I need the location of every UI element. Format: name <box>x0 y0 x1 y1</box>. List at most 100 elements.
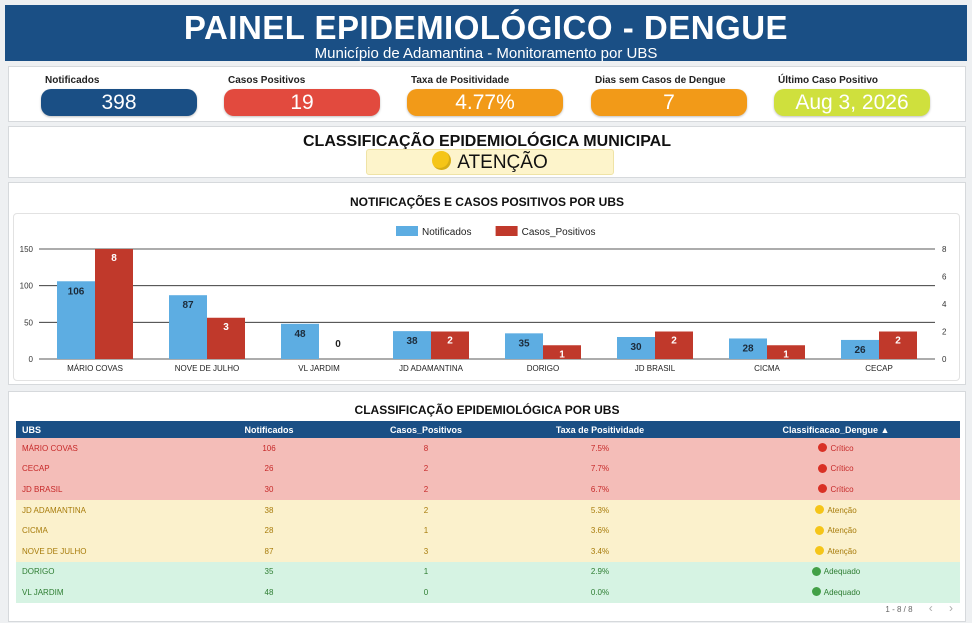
bar-notificados <box>169 295 207 359</box>
bar-casos-positivos <box>431 331 469 359</box>
table-cell: NOVE DE JULHO <box>16 540 174 562</box>
table-row[interactable]: VL JARDIM 48 0 0.0% Adequado <box>16 582 960 603</box>
next-page-icon[interactable]: › <box>949 601 953 615</box>
column-header[interactable]: Taxa de Positividade <box>488 421 712 438</box>
table-cell: 0 <box>364 582 488 603</box>
column-header[interactable]: Notificados <box>174 421 364 438</box>
bar-notificados <box>393 331 431 359</box>
municipal-status-badge: ATENÇÃO <box>366 149 614 175</box>
table-cell: CECAP <box>16 458 174 480</box>
status-label: Atenção <box>827 546 857 556</box>
status-dot-icon <box>818 463 828 473</box>
data-label: 106 <box>68 286 85 297</box>
table-cell: 1 <box>364 520 488 541</box>
table-pager: 1 - 8 / 8 ‹ › <box>885 601 953 615</box>
table-cell: Crítico <box>712 458 960 480</box>
x-tick-label: VL JARDIM <box>298 364 340 373</box>
x-tick-label: CECAP <box>865 364 893 373</box>
data-label: 1 <box>559 349 565 360</box>
kpi-card: Notificados 398 <box>41 75 197 116</box>
bar-notificados <box>841 339 879 359</box>
x-tick-label: DORIGO <box>527 364 559 373</box>
pager-count: 1 - 8 / 8 <box>885 605 913 614</box>
bar-notificados <box>617 337 655 359</box>
table-cell: 106 <box>174 438 364 459</box>
kpi-card: Último Caso Positivo Aug 3, 2026 <box>774 75 930 116</box>
table-cell: MÁRIO COVAS <box>16 438 174 459</box>
y-right-tick-label: 2 <box>942 328 947 337</box>
table-cell: Adequado <box>712 582 960 603</box>
bar-notificados <box>729 338 767 359</box>
legend-label: Notificados <box>422 227 471 238</box>
table-cell: 8 <box>364 438 488 459</box>
bar-casos-positivos <box>767 345 805 359</box>
status-label: Atenção <box>827 526 857 536</box>
table-cell: 2.9% <box>488 561 712 583</box>
municipal-classification-card: CLASSIFICAÇÃO EPIDEMIOLÓGICA MUNICIPAL A… <box>8 126 966 178</box>
table-header-row: UBS Notificados Casos_Positivos Taxa de Pos… <box>16 421 960 438</box>
table-cell: 35 <box>174 561 364 583</box>
x-tick-label: JD BRASIL <box>635 364 676 373</box>
table-row[interactable]: JD BRASIL 30 2 6.7% Crítico <box>16 479 960 500</box>
y-left-tick-label: 100 <box>20 282 34 291</box>
kpi-card: Casos Positivos 19 <box>224 75 380 116</box>
page-title: PAINEL EPIDEMIOLÓGICO - DENGUE <box>183 9 789 46</box>
column-header[interactable]: UBS <box>16 421 174 438</box>
data-label: 2 <box>671 336 677 347</box>
table-cell: Crítico <box>712 438 960 459</box>
table-cell: Atenção <box>712 499 960 521</box>
status-label: Crítico <box>830 443 854 453</box>
bar-notificados <box>505 333 543 359</box>
data-label: 2 <box>447 336 453 347</box>
status-label: Adequado <box>823 567 861 577</box>
x-tick-label: JD ADAMANTINA <box>399 364 464 373</box>
y-left-tick-label: 150 <box>20 245 34 254</box>
bar-casos-positivos <box>543 345 581 359</box>
y-right-tick-label: 0 <box>942 355 947 364</box>
table-cell: 0.0% <box>488 582 712 603</box>
table-cell: CICMA <box>16 520 174 541</box>
data-label: 35 <box>518 338 530 349</box>
table-cell: 87 <box>174 540 364 562</box>
table-row[interactable]: CECAP 26 2 7.7% Crítico <box>16 458 960 480</box>
table-cell: JD ADAMANTINA <box>16 499 174 521</box>
chart-card: NOTIFICAÇÕES E CASOS POSITIVOS POR UBS 0… <box>8 182 966 385</box>
table-cell: 2 <box>364 499 488 521</box>
chart-title: NOTIFICAÇÕES E CASOS POSITIVOS POR UBS <box>349 195 625 209</box>
table-cell: Crítico <box>712 479 960 500</box>
status-label: Crítico <box>830 464 854 474</box>
data-label: 38 <box>406 336 418 347</box>
y-right-tick-label: 6 <box>942 273 947 282</box>
dashboard-header: PAINEL EPIDEMIOLÓGICO - DENGUE Município… <box>5 5 967 62</box>
chart-area[interactable]: 0 50 100 150 0 2 4 6 8 106 8 MÁRIO COVAS 87 3 NOVE DE … <box>13 213 960 381</box>
status-label: Atenção <box>827 505 857 515</box>
data-label: 48 <box>294 329 306 340</box>
status-dot-icon <box>811 587 821 597</box>
kpi-value: 7 <box>591 89 747 116</box>
status-dot-icon <box>818 443 828 453</box>
table-row[interactable]: MÁRIO COVAS 106 8 7.5% Crítico <box>16 438 960 459</box>
kpi-value: 19 <box>224 89 380 116</box>
bar-chart[interactable]: 0 50 100 150 0 2 4 6 8 106 8 MÁRIO COVAS 87 3 NOVE DE … <box>14 214 959 380</box>
municipal-classification-title: CLASSIFICAÇÃO EPIDEMIOLÓGICA MUNICIPAL <box>303 133 671 150</box>
data-label: 28 <box>742 343 754 354</box>
data-label: 3 <box>223 322 229 333</box>
kpi-label: Último Caso Positivo <box>778 75 879 86</box>
column-header[interactable]: Casos_Positivos <box>364 421 488 438</box>
table-cell: 3 <box>364 540 488 562</box>
data-label: 0 <box>335 339 341 350</box>
table-cell: 28 <box>174 520 364 541</box>
table-row[interactable]: DORIGO 35 1 2.9% Adequado <box>16 561 960 583</box>
data-label: 8 <box>111 253 117 264</box>
table-row[interactable]: CICMA 28 1 3.6% Atenção <box>16 520 960 541</box>
prev-page-icon[interactable]: ‹ <box>928 601 933 615</box>
bar-casos-positivos <box>655 331 693 359</box>
column-header[interactable]: Classificacao_Dengue ▲ <box>712 421 960 438</box>
municipal-status-label: ATENÇÃO <box>457 152 548 173</box>
x-tick-label: CICMA <box>754 364 780 373</box>
data-label: 2 <box>895 336 901 347</box>
table-row[interactable]: JD ADAMANTINA 38 2 5.3% Atenção <box>16 499 960 521</box>
kpi-card: Taxa de Positividade 4.77% <box>407 75 563 116</box>
table-row[interactable]: NOVE DE JULHO 87 3 3.4% Atenção <box>16 540 960 562</box>
bar-casos-positivos <box>95 249 133 359</box>
